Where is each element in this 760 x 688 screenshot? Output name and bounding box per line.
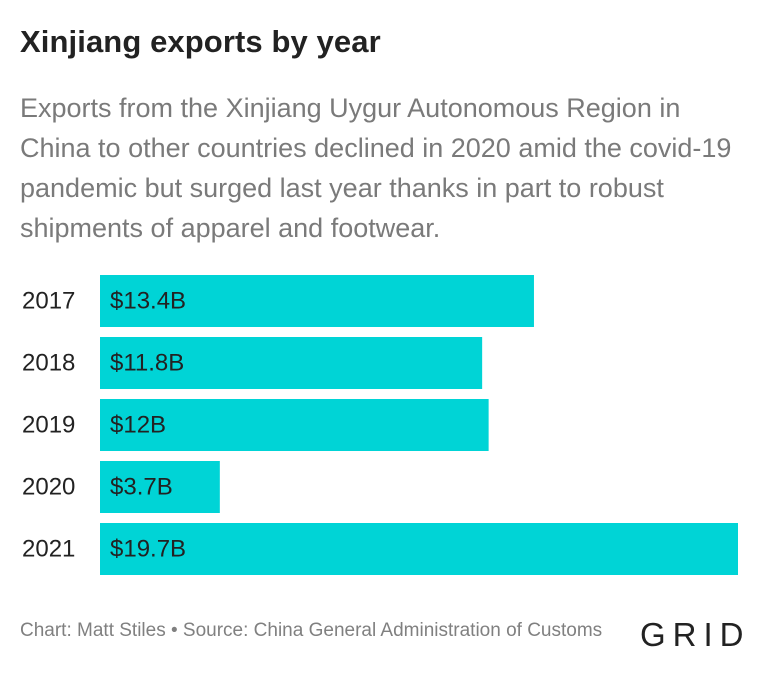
value-label-2021: $19.7B (110, 536, 186, 563)
category-label-2020: 2020 (22, 474, 75, 501)
bar-2019 (100, 399, 489, 451)
bar-2018 (100, 337, 483, 389)
value-label-2017: $13.4B (110, 288, 186, 315)
chart-subtitle: Exports from the Xinjiang Uygur Autonomo… (20, 93, 732, 243)
value-label-2019: $12B (110, 412, 166, 439)
bar-2017 (100, 275, 534, 327)
category-label-2019: 2019 (22, 412, 75, 439)
category-label-2018: 2018 (22, 350, 75, 377)
bar-2021 (100, 523, 738, 575)
source-credit: Chart: Matt Stiles • Source: China Gener… (20, 620, 603, 641)
category-label-2021: 2021 (22, 536, 75, 563)
chart-title: Xinjiang exports by year (20, 24, 381, 59)
grid-logo: GRID (640, 616, 751, 653)
value-label-2018: $11.8B (110, 350, 184, 377)
bar-2020 (100, 461, 220, 513)
bar-chart: 2017 $13.4B 2018 $11.8B 2019 $12B 2020 $3.7B 202… (22, 275, 738, 575)
category-label-2017: 2017 (22, 288, 75, 315)
value-label-2020: $3.7B (110, 474, 173, 501)
